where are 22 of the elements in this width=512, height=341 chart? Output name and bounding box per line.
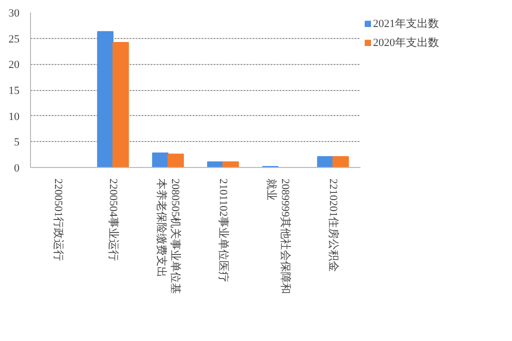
y-tick-label: 0 — [14, 162, 20, 174]
bar — [222, 161, 239, 168]
x-tick-label: 2101102事业单位医疗 — [217, 178, 230, 283]
x-tick-label: 2200501行政运行 — [52, 178, 65, 261]
x-tick-label: 2210201住房公积金 — [327, 178, 340, 272]
y-tick-label: 30 — [8, 8, 20, 20]
y-tick-label: 10 — [8, 110, 20, 123]
x-tick-label: 2089999其他社会保障和就业 — [264, 178, 292, 294]
bar — [168, 154, 184, 168]
bar — [317, 156, 334, 168]
legend-label: 2020年支出数 — [373, 36, 439, 50]
x-tick-label: 2200504事业运行 — [107, 178, 120, 261]
bar — [152, 152, 168, 168]
y-tick-label: 25 — [8, 33, 20, 46]
y-tick-label: 20 — [8, 59, 20, 72]
y-tick-label: 5 — [14, 136, 20, 149]
legend-label: 2021年支出数 — [373, 17, 439, 31]
x-tick-label: 2080505机关事业单位基本养老保险缴费支出 — [154, 178, 182, 294]
bar — [97, 31, 114, 168]
bar — [332, 156, 349, 168]
bar — [112, 42, 129, 168]
y-tick-label: 15 — [8, 85, 20, 97]
